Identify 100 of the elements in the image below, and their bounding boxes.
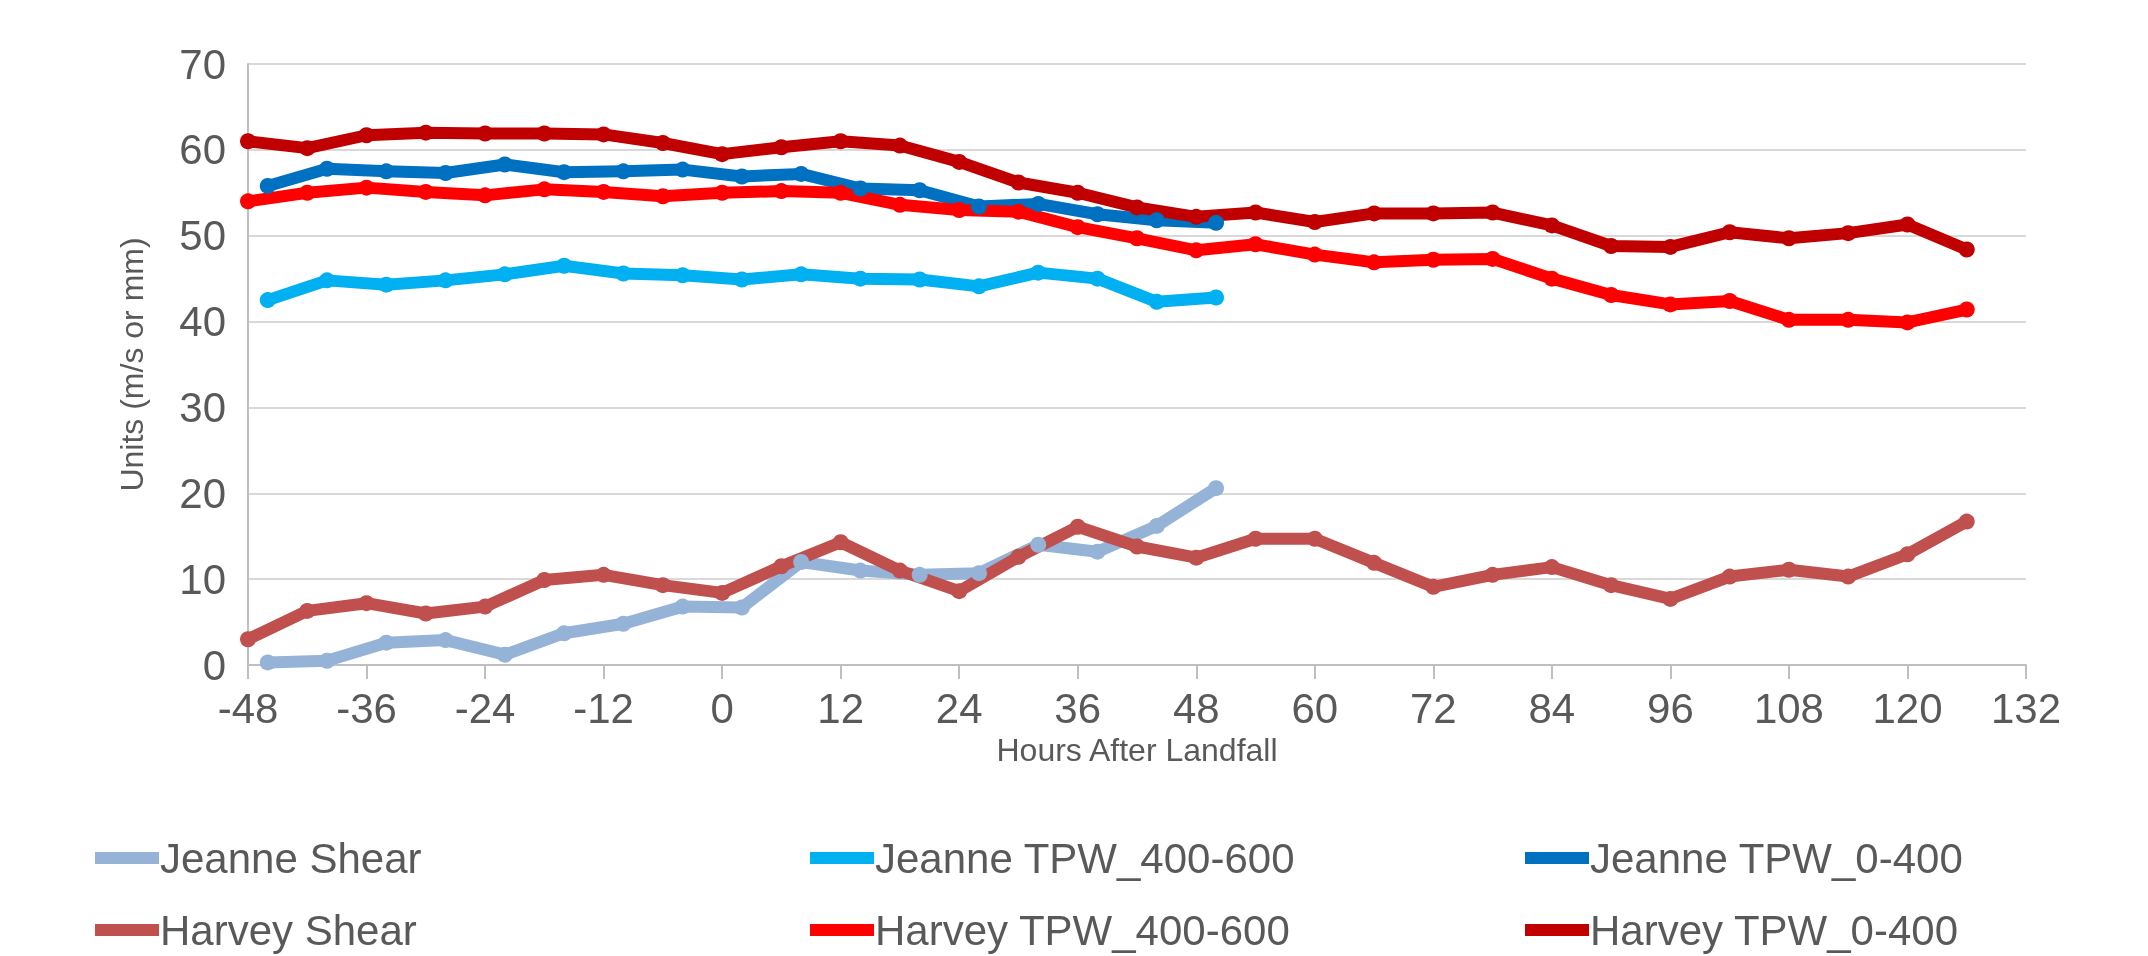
point bbox=[1247, 236, 1264, 253]
point bbox=[477, 187, 494, 204]
point bbox=[911, 566, 928, 583]
legend-label: Jeanne TPW_0-400 bbox=[1590, 834, 1963, 882]
x-tick-label: 24 bbox=[935, 684, 983, 732]
point bbox=[1603, 286, 1620, 303]
point bbox=[1129, 538, 1145, 555]
point bbox=[358, 595, 375, 612]
point bbox=[1899, 216, 1916, 233]
point bbox=[714, 584, 731, 601]
x-tick-label: 72 bbox=[1409, 684, 1457, 732]
x-axis-title: Hours After Landfall bbox=[996, 731, 1278, 768]
point bbox=[240, 631, 256, 648]
point bbox=[1543, 217, 1560, 234]
point bbox=[556, 625, 573, 642]
point bbox=[1840, 568, 1857, 585]
point bbox=[1148, 212, 1165, 229]
point bbox=[1958, 301, 1975, 318]
point bbox=[1543, 270, 1560, 287]
point bbox=[1721, 292, 1738, 309]
point bbox=[1840, 225, 1857, 242]
point bbox=[595, 566, 612, 583]
point bbox=[852, 180, 869, 197]
point bbox=[496, 266, 513, 283]
point bbox=[299, 184, 316, 201]
point bbox=[240, 193, 256, 210]
point bbox=[1484, 250, 1501, 267]
point bbox=[1721, 224, 1738, 241]
point bbox=[654, 134, 671, 151]
point bbox=[1010, 203, 1027, 220]
point bbox=[1148, 517, 1165, 534]
point bbox=[299, 602, 316, 619]
point bbox=[654, 577, 671, 594]
point bbox=[951, 153, 968, 170]
legend-label: Harvey TPW_0-400 bbox=[1590, 906, 1959, 954]
x-tick-label: 36 bbox=[1054, 684, 1102, 732]
point bbox=[536, 572, 553, 588]
point bbox=[1208, 214, 1225, 231]
legend-label: Jeanne TPW_400-600 bbox=[875, 834, 1295, 882]
x-tick-label: 48 bbox=[1172, 684, 1220, 732]
point bbox=[1366, 554, 1383, 571]
y-tick-label: 40 bbox=[179, 298, 226, 346]
point bbox=[1662, 296, 1679, 313]
point bbox=[970, 565, 987, 582]
y-axis-title: Units (m/s or mm) bbox=[114, 237, 150, 492]
point bbox=[477, 598, 494, 615]
x-tick-label: 132 bbox=[1990, 684, 2062, 732]
point bbox=[1030, 195, 1047, 212]
point bbox=[1484, 566, 1501, 583]
point bbox=[793, 553, 810, 570]
point bbox=[832, 184, 849, 201]
point bbox=[437, 272, 454, 289]
legend-label: Harvey Shear bbox=[160, 906, 417, 954]
point bbox=[1662, 238, 1679, 255]
point bbox=[970, 278, 987, 295]
point bbox=[1306, 246, 1323, 263]
point bbox=[1247, 204, 1264, 221]
point bbox=[1899, 546, 1916, 563]
point bbox=[1129, 199, 1145, 216]
point bbox=[358, 179, 375, 196]
point bbox=[417, 605, 434, 622]
point bbox=[1030, 536, 1047, 553]
point bbox=[417, 183, 434, 200]
x-tick-label: -24 bbox=[454, 684, 516, 732]
point bbox=[1089, 270, 1106, 287]
point bbox=[556, 257, 573, 274]
point bbox=[259, 292, 276, 309]
y-tick-label: 70 bbox=[179, 40, 226, 88]
y-tick-label: 30 bbox=[179, 383, 226, 431]
point bbox=[1780, 230, 1797, 247]
point bbox=[319, 652, 336, 669]
point bbox=[1208, 289, 1225, 306]
point bbox=[437, 632, 454, 649]
point bbox=[496, 156, 513, 173]
point bbox=[1958, 513, 1975, 530]
point bbox=[1208, 480, 1225, 497]
point bbox=[654, 188, 671, 205]
x-tick-label: -36 bbox=[336, 684, 397, 732]
point bbox=[773, 183, 790, 200]
x-tick-label: 60 bbox=[1291, 684, 1339, 732]
point bbox=[1188, 242, 1205, 259]
point bbox=[951, 201, 968, 218]
point bbox=[891, 196, 908, 213]
point bbox=[1721, 568, 1738, 585]
point bbox=[240, 133, 256, 150]
legend-label: Jeanne Shear bbox=[160, 834, 422, 882]
point bbox=[496, 646, 513, 663]
point bbox=[832, 133, 849, 150]
y-tick-label: 50 bbox=[179, 212, 226, 260]
x-tick-label: 108 bbox=[1753, 684, 1824, 732]
x-tick-label: 84 bbox=[1528, 684, 1576, 732]
point bbox=[259, 177, 276, 194]
point bbox=[793, 165, 810, 182]
point bbox=[773, 558, 790, 575]
point bbox=[1899, 314, 1916, 331]
point bbox=[1148, 293, 1165, 310]
point bbox=[1010, 548, 1027, 565]
point bbox=[437, 165, 454, 182]
y-tick-label: 60 bbox=[179, 126, 226, 174]
point bbox=[1030, 264, 1047, 281]
